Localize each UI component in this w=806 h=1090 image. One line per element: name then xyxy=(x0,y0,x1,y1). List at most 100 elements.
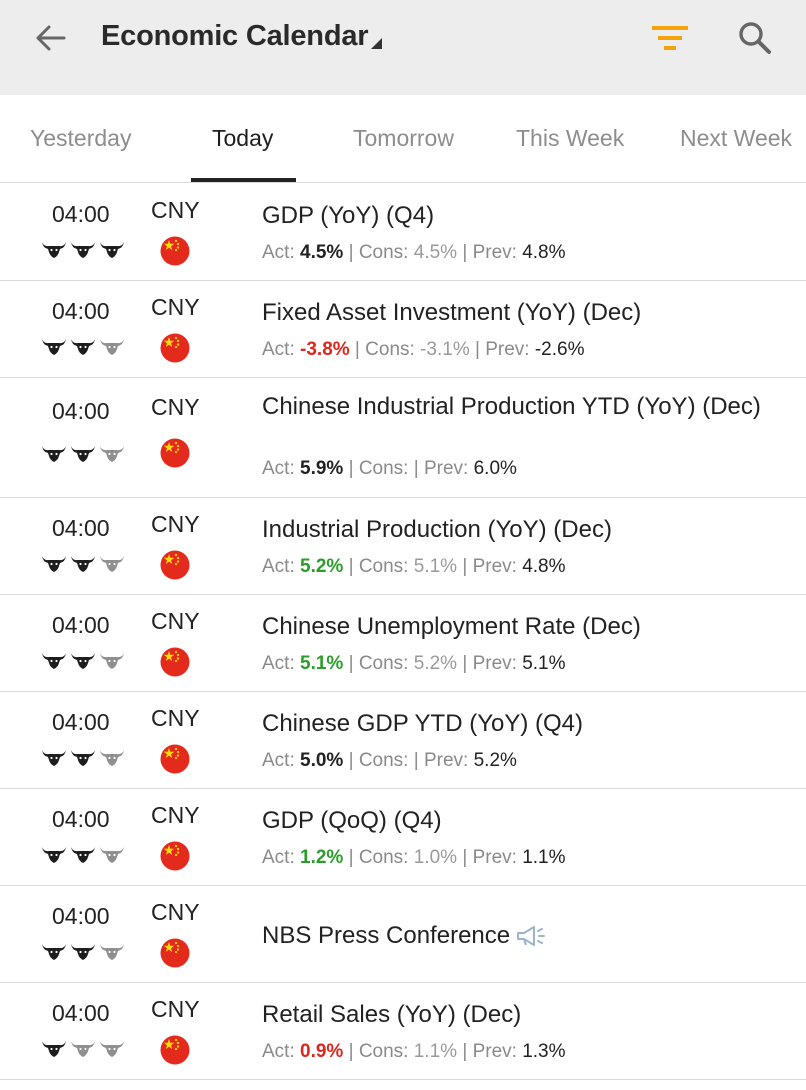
separator: | xyxy=(457,847,473,868)
event-time: 04:00 xyxy=(52,201,110,227)
separator: | xyxy=(457,653,473,674)
event-title: NBS Press Conference xyxy=(262,922,511,949)
separator: | xyxy=(343,847,359,868)
event-title: GDP (YoY) (Q4) xyxy=(262,202,435,229)
previous-value: -2.6% xyxy=(534,339,585,360)
event-row[interactable]: 04:00 CNY Industrial Production (YoY) (Dec… xyxy=(0,498,806,595)
event-row[interactable]: 04:00 CNY Chinese Industrial Production YT… xyxy=(0,378,806,498)
actual-label: Act: xyxy=(262,458,301,479)
event-values: Act: 5.0% | Cons: | Prev: 5.2% xyxy=(262,750,517,772)
event-row[interactable]: 04:00 CNY GDP (YoY) (Q4) Act: 4.5% | Cons: … xyxy=(0,184,806,281)
actual-value: 0.9% xyxy=(300,1041,344,1062)
event-time: 04:00 xyxy=(52,398,110,424)
china-flag-icon xyxy=(160,841,190,871)
importance-indicator xyxy=(41,553,125,573)
previous-label: Prev: xyxy=(472,847,523,868)
event-row[interactable]: 04:00 CNY Retail Sales (YoY) (Dec) Act: 0.9… xyxy=(0,983,806,1080)
event-values: Act: 4.5% | Cons: 4.5% | Prev: 4.8% xyxy=(262,242,566,264)
bull-icon-inactive xyxy=(100,653,124,669)
event-currency: CNY xyxy=(151,996,200,1022)
separator: | xyxy=(457,1041,473,1062)
china-flag-icon xyxy=(160,938,190,968)
bull-icon-active xyxy=(42,750,66,766)
consensus-label: Cons: xyxy=(358,556,414,577)
tab-yesterday[interactable]: Yesterday xyxy=(30,125,132,151)
tab-tomorrow[interactable]: Tomorrow xyxy=(353,125,454,151)
previous-label: Prev: xyxy=(485,339,535,360)
consensus-label: Cons: xyxy=(358,458,414,479)
bull-icon-inactive xyxy=(100,1041,124,1057)
search-button[interactable] xyxy=(733,16,777,60)
bull-icon-active xyxy=(42,242,66,258)
filter-button[interactable] xyxy=(646,18,694,58)
event-row[interactable]: 04:00 CNY NBS Press Conference xyxy=(0,886,806,983)
separator: | xyxy=(343,653,359,674)
separator: | xyxy=(343,1041,359,1062)
bull-icon-inactive xyxy=(100,339,124,355)
china-flag-icon xyxy=(160,438,190,468)
separator: | xyxy=(413,458,424,479)
consensus-value: -3.1% xyxy=(420,339,470,360)
back-button[interactable] xyxy=(28,18,72,58)
event-list: 04:00 CNY GDP (YoY) (Q4) Act: 4.5% | Cons: … xyxy=(0,184,806,1080)
tab-this-week[interactable]: This Week xyxy=(516,125,625,151)
separator: | xyxy=(349,339,366,360)
event-row[interactable]: 04:00 CNY Chinese Unemployment Rate (Dec) A… xyxy=(0,595,806,692)
previous-value: 4.8% xyxy=(522,556,566,577)
actual-label: Act: xyxy=(262,750,301,771)
previous-label: Prev: xyxy=(472,1041,523,1062)
event-time: 04:00 xyxy=(52,806,110,832)
consensus-label: Cons: xyxy=(358,1041,414,1062)
page-title[interactable]: Economic Calendar xyxy=(101,20,369,52)
caret-down-icon[interactable] xyxy=(371,38,382,49)
consensus-value: 1.1% xyxy=(413,1041,458,1062)
tab-today[interactable]: Today xyxy=(212,125,274,151)
bull-icon-active xyxy=(71,556,95,572)
actual-value: -3.8% xyxy=(300,339,350,360)
event-title: Retail Sales (YoY) (Dec) xyxy=(262,1001,522,1028)
event-values: Act: 0.9% | Cons: 1.1% | Prev: 1.3% xyxy=(262,1041,566,1063)
consensus-label: Cons: xyxy=(358,750,414,771)
bull-icon-active xyxy=(100,242,124,258)
bull-icon-active xyxy=(42,339,66,355)
event-row[interactable]: 04:00 CNY GDP (QoQ) (Q4) Act: 1.2% | Cons: … xyxy=(0,789,806,886)
event-currency: CNY xyxy=(151,197,200,223)
bull-icon-active xyxy=(71,339,95,355)
event-title: Chinese Unemployment Rate (Dec) xyxy=(262,613,641,640)
event-title: Fixed Asset Investment (YoY) (Dec) xyxy=(262,299,642,326)
event-time: 04:00 xyxy=(52,612,110,638)
bull-icon-active xyxy=(42,1041,66,1057)
separator: | xyxy=(457,556,473,577)
consensus-label: Cons: xyxy=(358,653,414,674)
tab-next-week[interactable]: Next Week xyxy=(680,125,793,151)
separator: | xyxy=(343,556,359,577)
importance-indicator xyxy=(41,941,125,961)
consensus-label: Cons: xyxy=(365,339,421,360)
event-time: 04:00 xyxy=(52,1000,110,1026)
bull-icon-inactive xyxy=(100,847,124,863)
bull-icon-active xyxy=(42,944,66,960)
search-icon xyxy=(739,22,771,54)
consensus-value: 4.5% xyxy=(413,242,458,263)
event-title: Chinese Industrial Production YTD (YoY) … xyxy=(262,393,761,420)
bull-icon-active xyxy=(42,847,66,863)
event-currency: CNY xyxy=(151,394,200,420)
actual-label: Act: xyxy=(262,1041,301,1062)
megaphone-icon xyxy=(517,926,546,946)
event-row[interactable]: 04:00 CNY Fixed Asset Investment (YoY) (De… xyxy=(0,281,806,378)
actual-label: Act: xyxy=(262,339,301,360)
previous-value: 1.1% xyxy=(522,847,566,868)
consensus-value: 5.2% xyxy=(413,653,458,674)
bull-icon-active xyxy=(42,446,66,462)
china-flag-icon xyxy=(160,744,190,774)
actual-label: Act: xyxy=(262,242,301,263)
event-row[interactable]: 04:00 CNY Chinese GDP YTD (YoY) (Q4) Act: 5… xyxy=(0,692,806,789)
active-tab-indicator xyxy=(191,178,296,182)
previous-label: Prev: xyxy=(472,556,523,577)
event-currency: CNY xyxy=(151,294,200,320)
consensus-value: 1.0% xyxy=(413,847,458,868)
app-bar: Economic Calendar xyxy=(0,0,806,95)
bull-icon-active xyxy=(71,750,95,766)
importance-indicator xyxy=(41,443,125,463)
event-currency: CNY xyxy=(151,802,200,828)
